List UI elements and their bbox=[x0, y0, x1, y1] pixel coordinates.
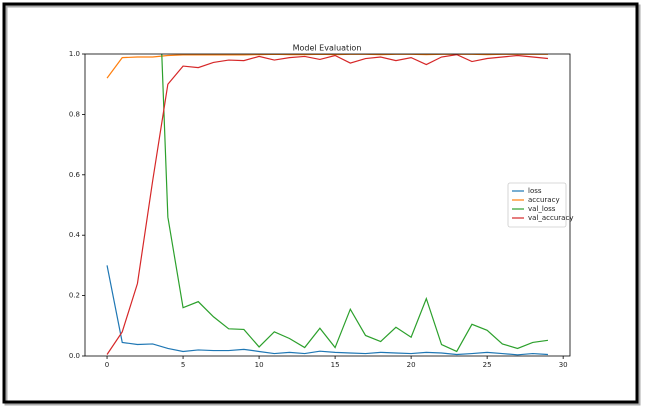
y-tick-label: 1.0 bbox=[69, 50, 80, 58]
y-tick-label: 0.0 bbox=[69, 352, 80, 360]
x-tick-label: 10 bbox=[255, 361, 264, 369]
x-tick-label: 25 bbox=[483, 361, 492, 369]
legend-label: loss bbox=[528, 187, 542, 195]
series-line bbox=[106, 54, 549, 355]
y-tick-label: 0.4 bbox=[69, 231, 81, 239]
legend-label: val_loss bbox=[528, 205, 556, 213]
frame bbox=[2, 2, 639, 404]
legend-label: accuracy bbox=[528, 196, 560, 204]
x-tick-label: 0 bbox=[105, 361, 109, 369]
x-tick-label: 15 bbox=[331, 361, 340, 369]
plot-area bbox=[106, 54, 549, 356]
x-tick-label: 5 bbox=[181, 361, 185, 369]
legend-box bbox=[507, 182, 567, 228]
x-tick-label: 30 bbox=[559, 361, 568, 369]
y-tick-label: 0.2 bbox=[69, 292, 80, 300]
legend-label: val_accuracy bbox=[528, 214, 573, 222]
plot-border bbox=[84, 53, 571, 357]
y-tick-label: 0.6 bbox=[69, 171, 81, 179]
series-line bbox=[161, 54, 549, 353]
chart-title: Model Evaluation bbox=[293, 44, 362, 53]
x-tick-label: 20 bbox=[407, 361, 416, 369]
y-tick-label: 0.8 bbox=[69, 110, 80, 118]
series-line bbox=[106, 265, 548, 356]
frame-shadow bbox=[4, 4, 641, 406]
